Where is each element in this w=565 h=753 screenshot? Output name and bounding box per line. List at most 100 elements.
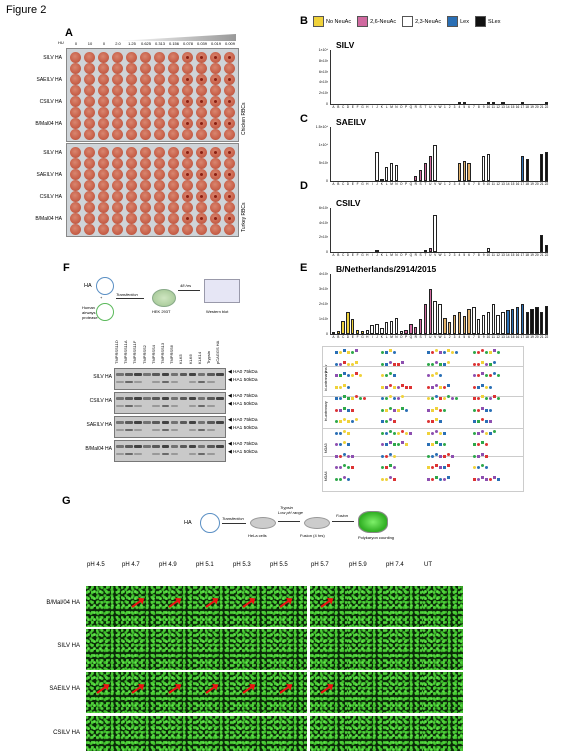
plate-well [98, 63, 109, 74]
x-tick-label: H [366, 105, 369, 109]
turkey-rbcs-label: Turkey RBCs [241, 202, 247, 232]
glycan-residue-icon [343, 395, 346, 398]
glycan-residue-icon [397, 443, 400, 446]
g-arrow-1 [222, 523, 246, 524]
panel-a-letter: A [65, 27, 73, 39]
fluorescence-micrograph [195, 629, 233, 670]
glycan-residue-icon [343, 360, 346, 364]
x-tick-label: 22 [544, 335, 549, 339]
fluorescence-micrograph [269, 716, 307, 751]
x-tick-label: 19 [530, 105, 534, 109]
x-tick-label: 1 [443, 335, 446, 339]
plate-well [196, 129, 207, 140]
plate-well [196, 96, 207, 107]
band-ha0 [134, 421, 142, 424]
glycan-residue-icon [385, 374, 388, 377]
dilution-label: 0.009 [224, 41, 235, 46]
x-tick-label: 20 [535, 253, 539, 257]
glycan-residue-icon [439, 397, 442, 400]
x-tick-label: C [341, 105, 345, 109]
band-ha0 [116, 373, 124, 376]
glycan-residue-icon [393, 351, 396, 354]
micrograph-image [195, 586, 233, 627]
x-tick-label: W [438, 253, 442, 257]
arrow-transfection [116, 298, 144, 299]
band-ha1 [188, 405, 197, 407]
cell-dish-icon [152, 289, 176, 307]
chart-bar [510, 308, 515, 334]
y-tick-label: 3×10³ [318, 287, 328, 291]
plate-well [168, 147, 179, 158]
fusion-row-label: SAEILV HA [49, 686, 80, 692]
plate-well [70, 147, 81, 158]
plate-well [84, 169, 95, 180]
glycan-residue-icon [389, 395, 392, 398]
plate-well [224, 202, 235, 213]
glycan-residue-icon [401, 395, 404, 398]
x-tick-label: O [399, 182, 403, 186]
x-tick-label: V [434, 253, 437, 257]
plate-row-label: SILV HA [43, 55, 62, 61]
plate-row-label: SILV HA [43, 150, 62, 156]
fluorescence-micrograph [86, 716, 124, 751]
plate-well [84, 224, 95, 235]
ph-column-header: pH 5.3 [233, 562, 251, 568]
glycan-residue-icon [481, 418, 484, 421]
chart-bar [428, 289, 432, 334]
micrograph-image [121, 716, 159, 751]
dilution-label: 0.078 [182, 41, 193, 46]
glycan-residue-icon [447, 395, 450, 398]
plate-well [70, 107, 81, 118]
plate-well [154, 63, 165, 74]
western-blot-strip [114, 392, 226, 414]
y-tick-label: 2×10³ [318, 91, 328, 96]
glycan-residue-icon [343, 429, 346, 433]
fluorescence-micrograph [310, 716, 348, 751]
x-tick-label: 3 [453, 253, 456, 257]
band-ha0 [170, 445, 179, 448]
glycan-residue-icon [389, 406, 392, 410]
plate-well [168, 85, 179, 96]
glycan-residue-icon [477, 385, 480, 389]
glycan-residue-icon [385, 385, 388, 389]
plate-well [126, 63, 137, 74]
x-tick-label: G [361, 105, 364, 109]
glycan-residue-icon [351, 362, 354, 366]
dilution-label: 0.039 [196, 41, 207, 46]
plate-well [224, 191, 235, 202]
plate-well [70, 169, 81, 180]
glycan-divider [323, 456, 523, 457]
glycan-residue-icon [385, 466, 388, 469]
fluorescence-micrograph [86, 672, 124, 713]
y-tick-label: 4×10³ [318, 220, 328, 225]
plate-well [224, 74, 235, 85]
legend-swatch [313, 16, 324, 27]
fluorescence-micrograph [385, 716, 423, 751]
schematic-ha-label: HA [84, 283, 92, 289]
micrograph-image [423, 672, 463, 713]
glycan-residue-icon [393, 443, 396, 446]
x-tick-label: 7 [473, 335, 475, 339]
micrograph-image [195, 716, 233, 751]
lane-label: pCAGGS HA [215, 340, 221, 364]
plate-well [84, 63, 95, 74]
micrograph-image [310, 629, 348, 670]
glycan-residue-icon [351, 397, 354, 400]
x-tick-label: 3 [453, 335, 456, 339]
x-tick-label: 2 [448, 335, 451, 339]
glycan-residue-icon [431, 385, 434, 389]
glycan-residue-icon [477, 408, 480, 412]
glycan-residue-icon [435, 406, 438, 410]
chart-bar [389, 320, 394, 334]
band-ha1 [207, 381, 215, 383]
plate-well [196, 180, 207, 191]
plate-well [224, 169, 235, 180]
y-tick-label: 4×10³ [318, 272, 328, 276]
glycan-residue-icon [427, 431, 430, 435]
g-fusion-time-label: Fusion (4 hrs) [300, 533, 325, 538]
band-ha0 [179, 421, 188, 424]
x-tick-label: E [351, 182, 354, 186]
ph-column-header: pH 5.7 [311, 562, 329, 568]
glycan-side-label: NGA3 [324, 443, 328, 453]
band-ha0 [134, 445, 142, 448]
